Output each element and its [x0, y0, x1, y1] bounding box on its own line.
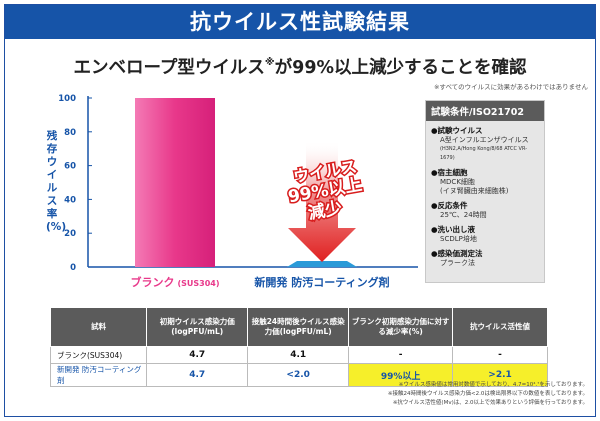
table-header-row: 試料 初期ウイルス感染力価(logPFU/mL) 接触24時間後ウイルス感染力価… [49, 307, 548, 347]
condition-item: ●宿主細胞 MDCK細胞 (イヌ腎臓由来細胞株) [426, 167, 544, 196]
y-tick-label: 20 [64, 229, 76, 239]
page-frame [4, 4, 596, 417]
reduction-arrow [288, 140, 356, 262]
headline-note: ※すべてのウイルスに効果があるわけではありません [433, 83, 588, 91]
table-row-coating: 新開発 防汚コーティング剤 4.7 <2.0 99%以上 >2.1 [49, 363, 548, 387]
header-reduction-rate: ブランク初期感染力価に対する減少率(%) [348, 307, 454, 347]
y-tick-label: 80 [64, 128, 76, 138]
page-title: 抗ウイルス性試験結果 [5, 5, 595, 39]
condition-value: (イヌ腎臓由来細胞株) [440, 187, 509, 195]
header-activity-value: 抗ウイルス活性値 [452, 307, 548, 347]
conditions-heading: 試験条件/ISO21702 [426, 101, 544, 121]
category-label-coating: 新開発 防汚コーティング剤 [254, 275, 389, 289]
headline-text-after: が99%以上減少することを確認 [274, 58, 527, 78]
condition-value: A型インフルエンザウイルス [440, 136, 529, 144]
table-cell-highlight: 99%以上 [348, 363, 454, 387]
condition-label: ●感染価測定法 [431, 249, 483, 258]
y-tick-label: 40 [64, 195, 76, 205]
bar-blank [135, 98, 215, 267]
y-tick-label: 0 [70, 263, 76, 273]
table-cell-highlight: >2.1 [452, 363, 548, 387]
condition-item: ●感染価測定法 プラーク法 [426, 248, 544, 268]
test-conditions-panel: 試験条件/ISO21702 ●試験ウイルス A型インフルエンザウイルス (H3N2,… [425, 100, 545, 283]
category-label-blank: ブランク (SUS304) [130, 275, 219, 289]
condition-item: ●洗い出し液 SCDLP培地 [426, 224, 544, 244]
results-table: 試料 初期ウイルス感染力価(logPFU/mL) 接触24時間後ウイルス感染力価… [49, 307, 548, 387]
table-cell: 4.7 [146, 346, 249, 364]
footnote-2: ※接触24時間後ウイルス感染力価<2.0は検出限界以下の数値を表しております。 [387, 391, 588, 397]
header-sample: 試料 [49, 307, 148, 347]
condition-label: ●試験ウイルス [431, 126, 483, 135]
condition-label: ●洗い出し液 [431, 225, 476, 234]
table-cell: - [452, 346, 548, 364]
condition-value: プラーク法 [440, 259, 475, 267]
footnote-1: ※ウイルス感染値は常用対数値で示しており、4.7=10⁴.⁷を示しております。 [398, 382, 588, 388]
y-tick-label: 60 [64, 162, 76, 172]
headline-mark: ※ [264, 57, 275, 68]
table-cell: <2.0 [247, 363, 350, 387]
headline: エンベロープ型ウイルス※が99%以上減少することを確認 [0, 54, 600, 79]
condition-value: 25℃、24時間 [440, 211, 487, 219]
table-cell: 新開発 防汚コーティング剤 [49, 363, 148, 387]
bar-coating [287, 261, 357, 267]
headline-text-before: エンベロープ型ウイルス [73, 58, 265, 78]
table-row-blank: ブランク(SUS304) 4.7 4.1 - - [49, 346, 548, 364]
table-cell: - [348, 346, 454, 364]
header-24h-titer: 接触24時間後ウイルス感染力価(logPFU/mL) [247, 307, 350, 347]
y-axis-title: 残存ウイルス率(%) [46, 130, 67, 233]
table-cell: 4.1 [247, 346, 350, 364]
condition-item: ●試験ウイルス A型インフルエンザウイルス (H3N2,A/Hong Kong/8/… [426, 125, 544, 163]
condition-item: ●反応条件 25℃、24時間 [426, 200, 544, 220]
condition-label: ●反応条件 [431, 201, 468, 210]
table-cell: ブランク(SUS304) [49, 346, 148, 364]
y-tick-label: 100 [58, 94, 76, 104]
header-initial-titer: 初期ウイルス感染力価(logPFU/mL) [146, 307, 249, 347]
condition-value: SCDLP培地 [440, 235, 477, 243]
condition-detail: (H3N2,A/Hong Kong/8/68 ATCC VR-1679) [440, 146, 528, 161]
table-cell: 4.7 [146, 363, 249, 387]
footnote-3: ※抗ウイルス活性値(Mv)は、2.0以上で効果ありという評価を行っております。 [392, 400, 588, 406]
condition-label: ●宿主細胞 [431, 168, 468, 177]
condition-value: MDCK細胞 [440, 178, 475, 186]
